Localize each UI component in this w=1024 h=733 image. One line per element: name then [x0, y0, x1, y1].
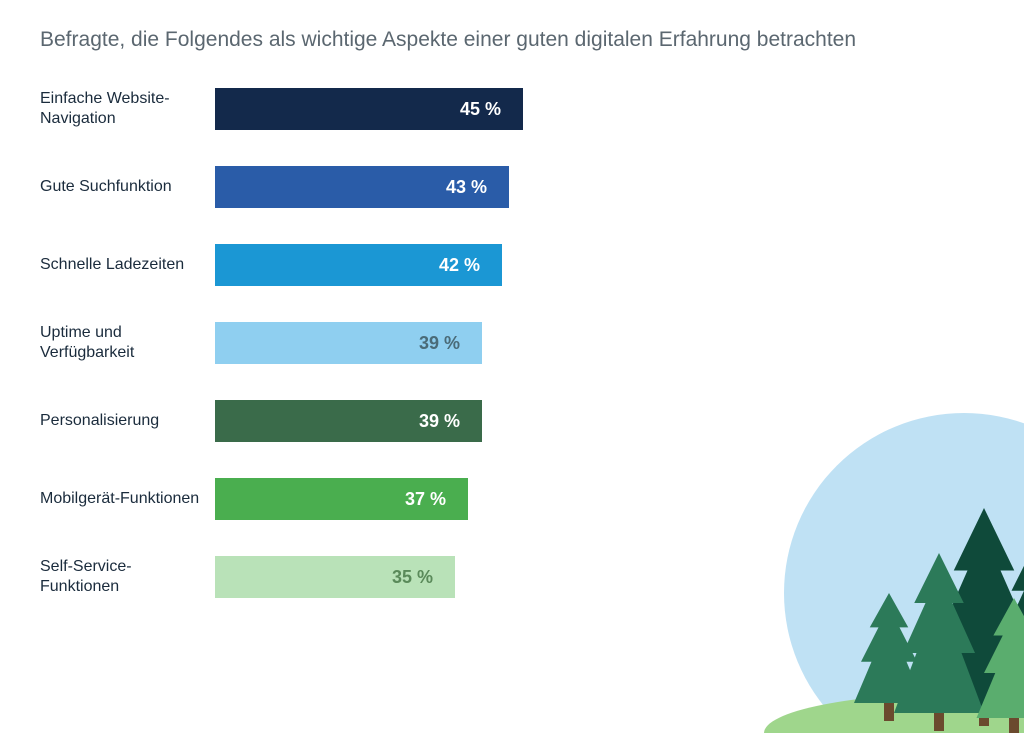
chart-row: Uptime und Verfügbarkeit 39 % — [40, 322, 984, 364]
chart-container: Befragte, die Folgendes als wichtige Asp… — [0, 0, 1024, 618]
bar: 39 % — [215, 400, 482, 442]
bar-value: 42 % — [439, 255, 480, 276]
chart-row: Mobilgerät-Funktionen 37 % — [40, 478, 984, 520]
bar: 43 % — [215, 166, 509, 208]
bar-track: 43 % — [215, 166, 509, 208]
bar-value: 43 % — [446, 177, 487, 198]
bar: 37 % — [215, 478, 468, 520]
chart-row: Self-Service-Funktionen 35 % — [40, 556, 984, 598]
bar-label: Gute Suchfunktion — [40, 177, 215, 197]
bar-track: 39 % — [215, 322, 482, 364]
bar: 35 % — [215, 556, 455, 598]
bar-label: Einfache Website-Navigation — [40, 89, 215, 129]
bar-value: 39 % — [419, 333, 460, 354]
bar: 42 % — [215, 244, 502, 286]
chart-row: Einfache Website-Navigation 45 % — [40, 88, 984, 130]
bar-track: 35 % — [215, 556, 455, 598]
bar-label: Mobilgerät-Funktionen — [40, 489, 215, 509]
bar-track: 42 % — [215, 244, 502, 286]
bar-label: Schnelle Ladezeiten — [40, 255, 215, 275]
bar-value: 37 % — [405, 489, 446, 510]
chart-title: Befragte, die Folgendes als wichtige Asp… — [40, 28, 984, 52]
chart-row: Gute Suchfunktion 43 % — [40, 166, 984, 208]
bar-track: 37 % — [215, 478, 468, 520]
bar: 45 % — [215, 88, 523, 130]
bar-track: 45 % — [215, 88, 523, 130]
bar-label: Uptime und Verfügbarkeit — [40, 323, 215, 363]
bar-track: 39 % — [215, 400, 482, 442]
bar: 39 % — [215, 322, 482, 364]
bar-chart: Einfache Website-Navigation 45 % Gute Such… — [40, 88, 984, 598]
bar-label: Personalisierung — [40, 411, 215, 431]
chart-row: Personalisierung 39 % — [40, 400, 984, 442]
bar-value: 35 % — [392, 567, 433, 588]
chart-row: Schnelle Ladezeiten 42 % — [40, 244, 984, 286]
bar-value: 45 % — [460, 99, 501, 120]
bar-label: Self-Service-Funktionen — [40, 557, 215, 597]
bar-value: 39 % — [419, 411, 460, 432]
